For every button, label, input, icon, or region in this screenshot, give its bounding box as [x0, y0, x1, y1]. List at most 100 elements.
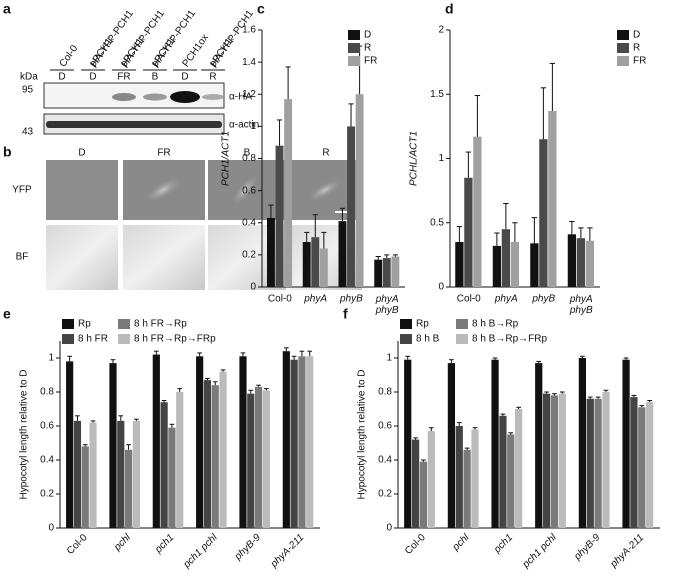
error-bar: [205, 377, 210, 381]
bar: [152, 354, 160, 528]
y-axis-label: PCHL/ACT1: [409, 131, 420, 186]
bar: [491, 359, 499, 528]
error-bar: [220, 369, 226, 372]
error-bar: [639, 405, 645, 408]
legend-label: Rp: [416, 319, 429, 330]
bar: [255, 386, 263, 528]
y-tick-label: 0.4: [378, 455, 392, 466]
legend-swatch: [617, 43, 629, 53]
bar: [404, 359, 412, 528]
y-tick-label: 0.4: [40, 455, 54, 466]
error-bar: [268, 204, 274, 218]
error-bar: [559, 391, 565, 394]
error-bar: [508, 432, 514, 435]
bar: [530, 243, 539, 287]
lane-condition: D: [181, 72, 188, 83]
y-tick-label: 0.6: [378, 421, 392, 432]
lane-condition: FR: [117, 72, 130, 83]
panel-letter: d: [445, 1, 454, 17]
bar: [578, 358, 587, 528]
antibody-label: α-HA: [229, 92, 252, 103]
y-axis-label: PCH1/ACT1: [221, 131, 232, 186]
x-tick-label: phyB: [531, 294, 555, 305]
marker-label: 95: [22, 85, 34, 96]
bar: [275, 145, 284, 287]
legend-label: Rp: [78, 319, 91, 330]
error-bar: [264, 388, 269, 391]
error-bar: [126, 444, 131, 450]
error-bar: [312, 214, 318, 238]
bar: [347, 126, 355, 287]
bar: [630, 397, 638, 528]
error-bar: [544, 391, 549, 394]
bar: [515, 409, 523, 528]
y-tick-label: 1: [438, 153, 444, 164]
error-bar: [285, 66, 291, 100]
error-bar: [339, 207, 346, 222]
y-tick-label: 0: [386, 523, 392, 534]
panel-letter: e: [3, 306, 11, 322]
y-tick-label: 1.2: [242, 89, 256, 100]
bar: [499, 415, 507, 528]
micrographs: [46, 160, 362, 290]
legend-swatch: [400, 319, 412, 329]
y-tick-label: 0.2: [40, 489, 54, 500]
error-bar: [304, 231, 310, 243]
panel-letter: a: [3, 1, 11, 17]
bar: [247, 393, 255, 528]
band: [112, 93, 136, 101]
legend-swatch: [348, 43, 360, 53]
x-tick-label: pch1: [491, 532, 515, 556]
row-label: YFP: [12, 185, 32, 196]
error-bar: [348, 103, 354, 127]
bar: [646, 402, 654, 528]
error-bar: [472, 427, 478, 430]
y-tick-label: 0.8: [378, 387, 392, 398]
legend-swatch: [118, 319, 130, 329]
error-bar: [595, 396, 601, 399]
bar: [219, 371, 227, 528]
legend-swatch: [348, 56, 360, 66]
bar: [262, 390, 270, 528]
x-tick-label: Col-0: [403, 532, 428, 557]
error-bar: [536, 360, 542, 364]
error-bar: [631, 394, 637, 398]
y-tick-label: 0: [48, 523, 54, 534]
error-bar: [177, 388, 183, 392]
condition-label: D: [78, 148, 85, 159]
y-tick-label: 0.2: [242, 250, 256, 261]
bar: [319, 248, 328, 287]
error-bar: [276, 119, 283, 146]
y-tick-label: 0: [438, 282, 444, 293]
y-tick-label: 0.8: [40, 387, 54, 398]
error-bar: [240, 352, 246, 357]
error-bar: [405, 355, 411, 360]
error-bar: [569, 220, 575, 235]
error-bar: [307, 350, 313, 357]
error-bar: [647, 400, 653, 403]
legend-label: FR: [633, 56, 646, 67]
error-bar: [449, 359, 454, 364]
bar: [464, 177, 473, 287]
bar: [585, 240, 595, 287]
kda-label: kDa: [20, 72, 38, 83]
bar: [594, 398, 602, 528]
error-bar: [90, 420, 96, 423]
x-tick-label: pch1 pchl: [520, 532, 559, 571]
x-tick-label: pch1 pchl: [181, 532, 220, 571]
error-bar: [110, 359, 116, 364]
error-bar: [67, 355, 72, 362]
lane-label: Col-0: [58, 43, 81, 69]
x-tick-label: pchl: [450, 532, 472, 554]
legend-swatch: [617, 30, 629, 40]
x-tick-label: phyA-211: [268, 532, 306, 570]
band: [143, 93, 167, 101]
bar: [306, 356, 314, 528]
bar: [117, 420, 125, 528]
error-bar: [552, 393, 557, 396]
legend-label: 8 h B→Rp: [472, 319, 519, 330]
bar: [638, 407, 646, 528]
legend-label: R: [633, 43, 640, 54]
error-bar: [153, 350, 159, 355]
bar: [311, 237, 320, 287]
